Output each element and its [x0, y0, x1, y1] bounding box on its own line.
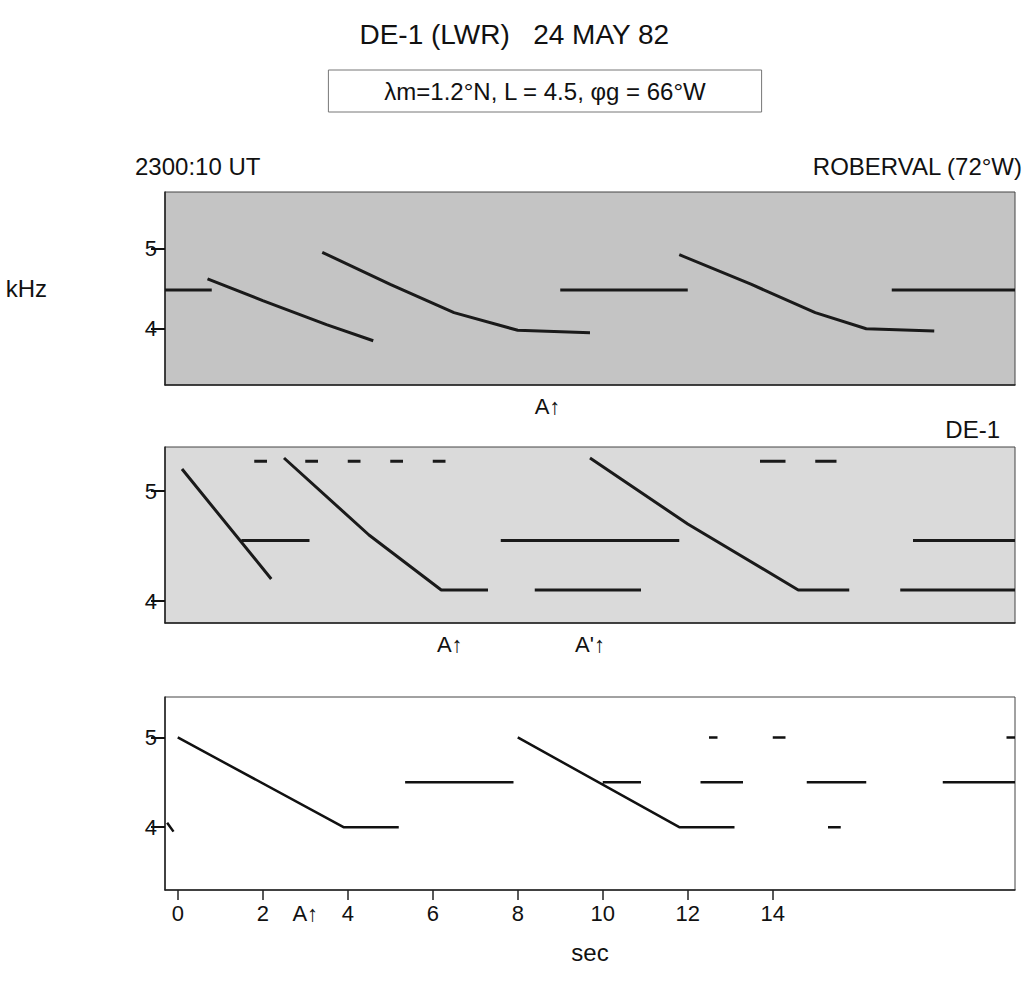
- svg-text:sec: sec: [571, 939, 608, 966]
- svg-text:5: 5: [145, 479, 157, 504]
- svg-text:2300:10 UT: 2300:10 UT: [135, 153, 261, 180]
- svg-text:ROBERVAL (72°W): ROBERVAL (72°W): [813, 153, 1022, 180]
- svg-text:4: 4: [145, 815, 157, 840]
- svg-text:5: 5: [145, 236, 157, 261]
- svg-text:8: 8: [512, 901, 524, 926]
- svg-text:12: 12: [676, 901, 700, 926]
- svg-text:A↑: A↑: [535, 394, 561, 419]
- svg-text:2: 2: [257, 901, 269, 926]
- svg-text:10: 10: [591, 901, 615, 926]
- svg-text:DE-1 (LWR) 24 MAY 82: DE-1 (LWR) 24 MAY 82: [359, 19, 669, 50]
- svg-text:A↑: A↑: [292, 901, 318, 926]
- svg-text:5: 5: [145, 725, 157, 750]
- svg-text:kHz: kHz: [6, 275, 47, 302]
- svg-text:λm=1.2°N, L = 4.5, φg = 66°W: λm=1.2°N, L = 4.5, φg = 66°W: [384, 78, 706, 105]
- svg-text:DE-1: DE-1: [945, 416, 1000, 443]
- svg-text:4: 4: [145, 589, 157, 614]
- svg-text:A'↑: A'↑: [575, 632, 605, 657]
- svg-text:A↑: A↑: [437, 632, 463, 657]
- svg-text:14: 14: [761, 901, 785, 926]
- svg-text:4: 4: [342, 901, 354, 926]
- svg-text:4: 4: [145, 316, 157, 341]
- svg-text:6: 6: [427, 901, 439, 926]
- svg-text:0: 0: [172, 901, 184, 926]
